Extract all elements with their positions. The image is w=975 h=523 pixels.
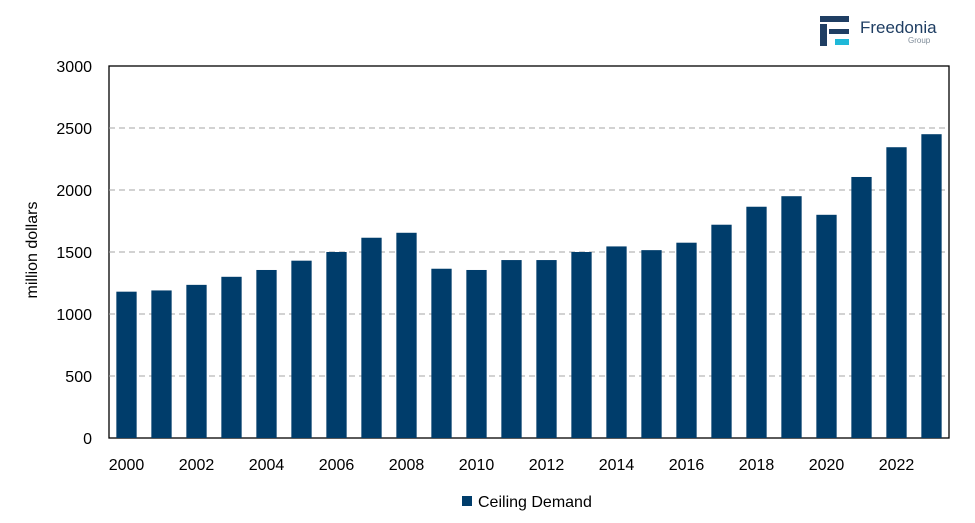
x-tick-label: 2002 xyxy=(179,457,215,474)
freedonia-logo-subtext: Group xyxy=(908,36,931,45)
y-tick-label: 500 xyxy=(65,369,92,386)
y-tick-label: 2000 xyxy=(56,183,92,200)
bar-2022 xyxy=(886,147,907,438)
x-tick-label: 2020 xyxy=(809,457,845,474)
bar-2013 xyxy=(571,252,592,438)
bar-2023 xyxy=(921,134,942,438)
x-tick-label: 2018 xyxy=(739,457,775,474)
bar-2012 xyxy=(536,260,557,438)
x-axis-ticks: 2000 2002 2004 2006 2008 2010 2012 2014 2016 2018… xyxy=(109,457,915,474)
bar-2009 xyxy=(431,268,452,438)
bar-2020 xyxy=(816,214,837,438)
x-tick-label: 2016 xyxy=(669,457,705,474)
freedonia-logo-text: Freedonia xyxy=(860,18,937,37)
bar-2015 xyxy=(641,250,662,438)
bar-2011 xyxy=(501,260,522,438)
bar-2003 xyxy=(221,276,242,438)
bar-2017 xyxy=(711,224,732,438)
y-tick-label: 0 xyxy=(83,431,92,448)
bar-2006 xyxy=(326,252,347,438)
bar-2004 xyxy=(256,269,277,438)
legend: Ceiling Demand xyxy=(462,494,592,511)
bar-2014 xyxy=(606,246,627,438)
x-tick-label: 2022 xyxy=(879,457,915,474)
bar-2001 xyxy=(151,290,172,438)
bar-2002 xyxy=(186,284,207,438)
bar-2007 xyxy=(361,237,382,438)
x-tick-label: 2010 xyxy=(459,457,495,474)
grid-lines xyxy=(109,127,949,377)
bar-2008 xyxy=(396,232,417,438)
y-tick-label: 2500 xyxy=(56,121,92,138)
x-tick-label: 2014 xyxy=(599,457,635,474)
legend-swatch xyxy=(462,496,472,506)
y-tick-label: 3000 xyxy=(56,59,92,76)
freedonia-logo-mark-icon xyxy=(820,16,849,46)
x-tick-label: 2008 xyxy=(389,457,425,474)
bar-2010 xyxy=(466,269,487,438)
freedonia-logo: Freedonia Group xyxy=(820,16,937,46)
y-axis-title: million dollars xyxy=(24,202,41,299)
x-tick-label: 2004 xyxy=(249,457,285,474)
y-tick-label: 1000 xyxy=(56,307,92,324)
bar-2000 xyxy=(116,291,137,438)
bar-series xyxy=(116,134,942,439)
bar-2019 xyxy=(781,196,802,438)
x-tick-label: 2012 xyxy=(529,457,565,474)
x-tick-label: 2000 xyxy=(109,457,145,474)
bar-2021 xyxy=(851,176,872,439)
y-tick-label: 1500 xyxy=(56,245,92,262)
x-tick-label: 2006 xyxy=(319,457,355,474)
bar-2016 xyxy=(676,242,697,438)
legend-label: Ceiling Demand xyxy=(478,494,592,511)
bar-2005 xyxy=(291,260,312,438)
bar-2018 xyxy=(746,206,767,438)
y-axis-ticks: 0 500 1000 1500 2000 2500 3000 xyxy=(56,59,92,448)
